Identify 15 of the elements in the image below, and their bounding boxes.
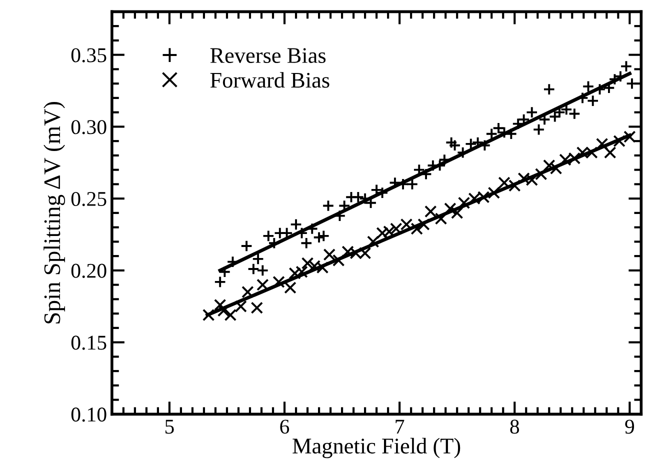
x-axis-title: Magnetic Field (T) xyxy=(292,438,460,458)
legend-label: Reverse Bias xyxy=(210,48,326,64)
y-axis-title: Spin Splitting ΔV (mV) xyxy=(44,102,66,324)
y-tick-label: 0.35 xyxy=(71,48,106,62)
x-tick-label: 5 xyxy=(165,420,174,434)
y-tick-label: 0.15 xyxy=(71,336,106,350)
y-tick-label: 0.25 xyxy=(71,192,106,206)
x-tick-label: 9 xyxy=(625,420,634,434)
y-tick-label: 0.20 xyxy=(71,264,106,278)
x-tick-label: 8 xyxy=(510,420,520,434)
x-tick-label: 7 xyxy=(396,420,404,434)
y-tick-label: 0.10 xyxy=(71,408,106,422)
x-tick-label: 6 xyxy=(280,420,290,434)
y-tick-label: 0.30 xyxy=(71,120,106,134)
legend-label: Forward Bias xyxy=(210,72,330,88)
